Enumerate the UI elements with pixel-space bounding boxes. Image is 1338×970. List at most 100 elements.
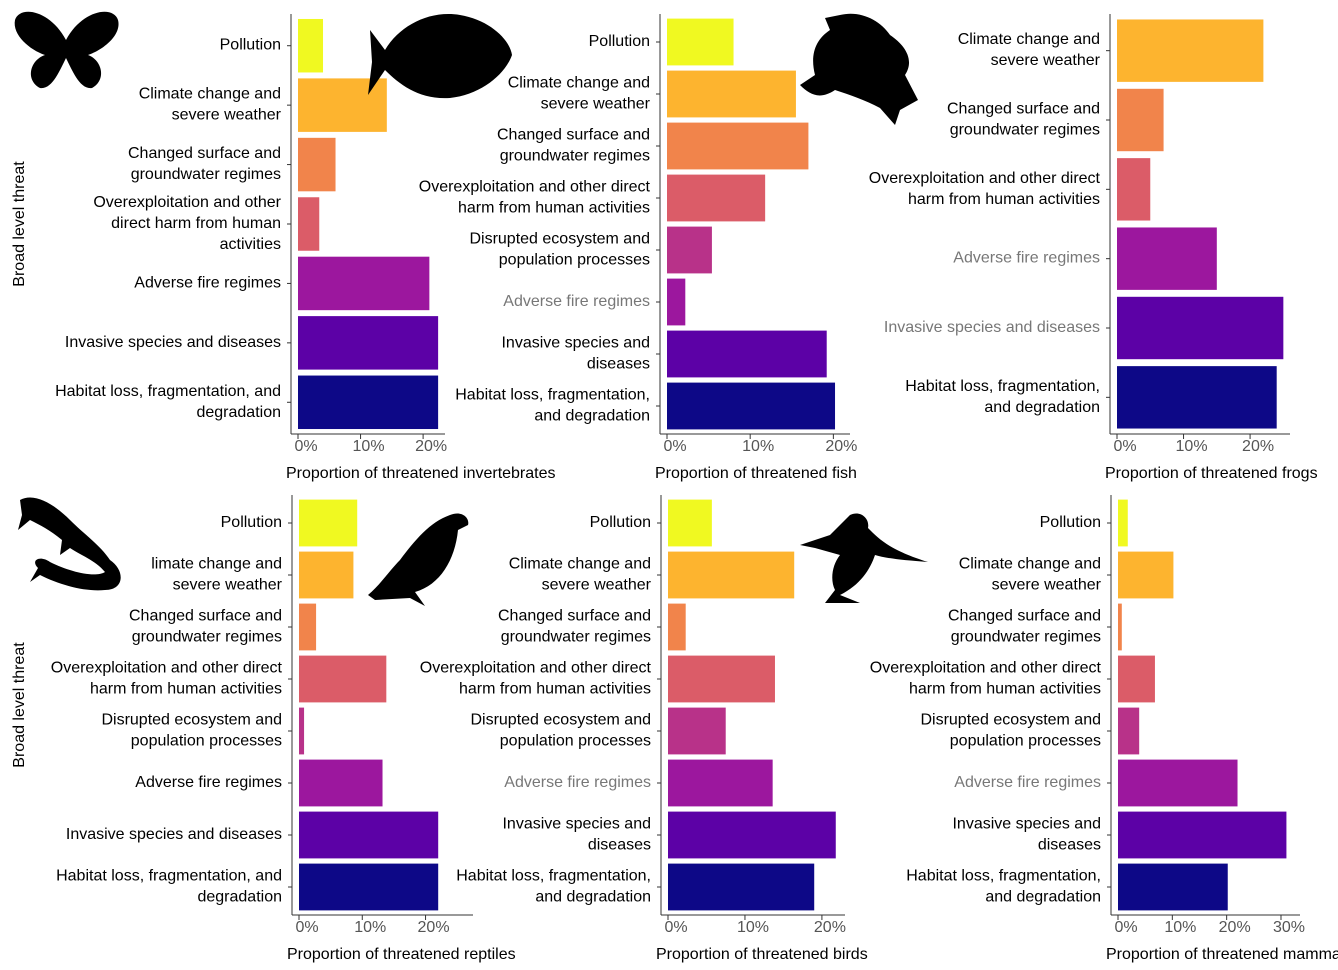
category-label: Overexploitation and other direct harm fr… [870, 660, 1102, 698]
bar [667, 70, 796, 118]
bar [298, 137, 336, 192]
bar [1117, 227, 1217, 290]
x-tick-label: 10% [354, 919, 386, 936]
category-label: Overexploitation and other direct harm fr… [51, 660, 283, 698]
category-label: Pollution [220, 37, 281, 54]
x-tick-label: 10% [737, 919, 769, 936]
bar [668, 655, 775, 703]
x-tick-label: 0% [294, 438, 317, 455]
category-label: Disrupted ecosystem and population proces… [469, 231, 650, 269]
category-label: Adverse fire regimes [135, 774, 282, 791]
x-tick-label: 0% [1113, 438, 1136, 455]
x-tick-label: 20% [1219, 919, 1251, 936]
category-label: Habitat loss, fragmentation, and degradat… [456, 868, 651, 906]
bar [1118, 863, 1228, 911]
bar [668, 707, 726, 755]
category-label: Overexploitation and other direct harm fr… [420, 660, 652, 698]
bar [1118, 499, 1128, 547]
bar [1118, 603, 1122, 651]
bar [1118, 811, 1287, 859]
category-label: Invasive species and diseases [66, 826, 282, 843]
category-label: Invasive species and diseases [501, 335, 650, 373]
category-label: Habitat loss, fragmentation, and degradat… [55, 383, 281, 421]
bar [667, 122, 809, 170]
x-tick-label: 0% [1114, 919, 1137, 936]
category-label: Pollution [1040, 514, 1101, 531]
category-label: Adverse fire regimes [953, 250, 1100, 267]
category-label: Habitat loss, fragmentation, and degradat… [905, 378, 1100, 416]
category-label: Changed surface and groundwater regimes [498, 608, 651, 646]
bar [667, 226, 712, 274]
x-axis-title: Proportion of threatened fish [655, 465, 857, 482]
x-tick-label: 20% [814, 919, 846, 936]
category-label: Overexploitation and other direct harm fr… [869, 170, 1101, 208]
category-label: Invasive species and diseases [884, 319, 1100, 336]
category-label: Changed surface and groundwater regimes [497, 127, 650, 165]
bar [299, 811, 439, 859]
x-tick-label: 20% [1242, 438, 1274, 455]
butterfly-icon [14, 11, 119, 89]
category-label: Pollution [589, 33, 650, 50]
category-label: Disrupted ecosystem and population proces… [470, 712, 651, 750]
bar [299, 863, 439, 911]
x-axis-title: Proportion of threatened birds [656, 946, 868, 963]
x-axis-title: Proportion of threatened invertebrates [286, 465, 556, 482]
bar [299, 551, 354, 599]
bird-icon [368, 513, 469, 606]
x-tick-label: 20% [825, 438, 857, 455]
x-tick-label: 0% [664, 919, 687, 936]
category-label: Changed surface and groundwater regimes [948, 608, 1101, 646]
category-label: Climate change and severe weather [509, 556, 652, 594]
bar [1117, 366, 1277, 429]
x-tick-label: 30% [1273, 919, 1305, 936]
x-tick-label: 0% [663, 438, 686, 455]
bar [667, 330, 827, 378]
x-tick-label: 10% [742, 438, 774, 455]
kangaroo-icon [800, 513, 928, 603]
bar [1117, 88, 1164, 152]
category-label: Changed surface and groundwater regimes [947, 101, 1100, 139]
category-label: Disrupted ecosystem and population proces… [101, 712, 282, 750]
bar [667, 18, 734, 66]
frog-icon [800, 13, 918, 125]
bar [1117, 296, 1284, 360]
bar [668, 551, 795, 599]
fish-icon [368, 14, 512, 99]
bar [298, 18, 324, 73]
category-label: Disrupted ecosystem and population proces… [920, 712, 1101, 750]
category-label: Climate change and severe weather [139, 86, 282, 124]
category-label: Climate change and severe weather [958, 31, 1101, 69]
category-label: Pollution [590, 514, 651, 531]
bar [299, 707, 305, 755]
category-label: Invasive species and diseases [65, 334, 281, 351]
x-tick-label: 0% [295, 919, 318, 936]
panels: 0% 10% 20% Proportion of threatened inverte… [11, 14, 1338, 963]
category-label: Adverse fire regimes [503, 293, 650, 310]
bar [668, 603, 686, 651]
category-label: Overexploitation and other direct harm fr… [93, 194, 281, 253]
bar [298, 375, 439, 430]
category-label: Habitat loss, fragmentation, and degradat… [906, 868, 1101, 906]
category-label: Climate change and severe weather [508, 75, 651, 113]
bar [298, 197, 320, 251]
bar [1118, 759, 1238, 807]
bar [299, 759, 383, 807]
x-axis-title: Proportion of threatened mammals [1106, 946, 1338, 963]
lizard-icon [18, 497, 121, 591]
bar [1117, 19, 1264, 82]
x-tick-label: 10% [1164, 919, 1196, 936]
bar [668, 499, 712, 547]
category-label: Habitat loss, fragmentation, and degradat… [455, 387, 650, 425]
y-axis-title: Broad level threat [11, 161, 28, 287]
bar [298, 316, 439, 370]
category-label: Climate change and severe weather [959, 556, 1102, 594]
bar [667, 174, 766, 222]
bar [1117, 158, 1151, 221]
x-axis-title: Proportion of threatened frogs [1105, 465, 1318, 482]
category-label: Invasive species and diseases [502, 816, 651, 854]
category-label: Changed surface and groundwater regimes [128, 145, 281, 183]
x-tick-label: 20% [415, 438, 447, 455]
category-label: Habitat loss, fragmentation, and degradat… [56, 868, 282, 906]
bar [299, 499, 358, 547]
category-label: Pollution [221, 514, 282, 531]
